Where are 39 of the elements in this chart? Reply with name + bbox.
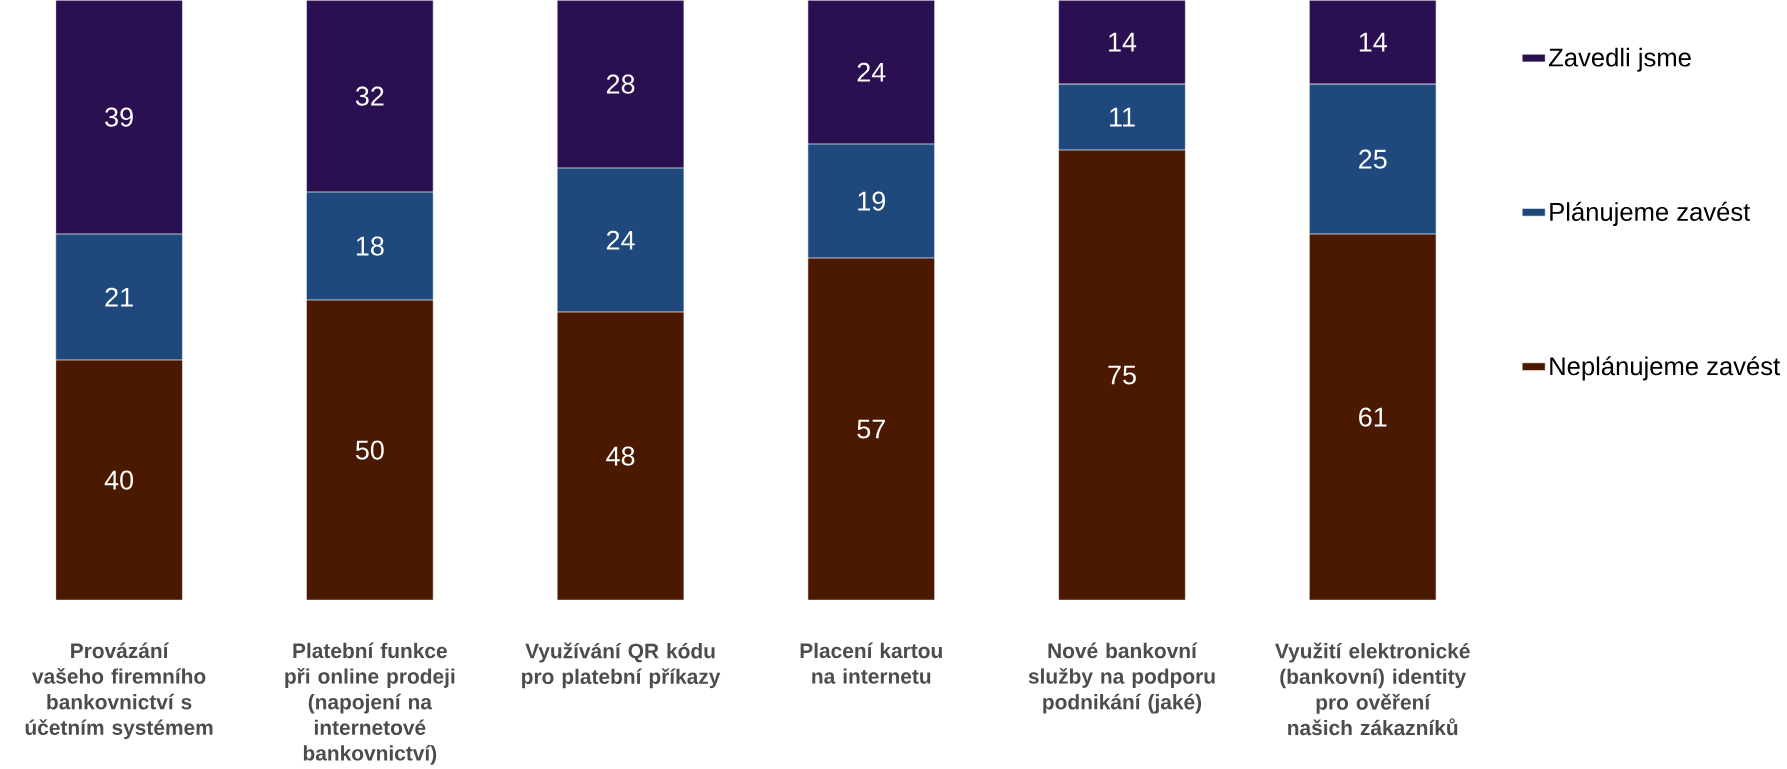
data-label: 14 [1109,32,1137,52]
data-label: 19 [858,191,886,211]
x-tick-label: Platební funkce při online prodeji (napojení na internetové bankovnictví) [285,642,455,765]
data-label: 48 [606,446,635,466]
data-label: 75 [1108,365,1136,385]
data-label: 18 [356,236,384,256]
bar [807,257,935,600]
bar [1309,233,1437,600]
legend-label: Zavedli jsme [1548,47,1691,72]
bar [55,0,183,235]
data-label: 57 [857,419,885,439]
x-tick-label: Využití elektronické (bankovní) identity pro ověření našich zákazníků [1275,642,1470,736]
data-label: 32 [355,86,384,106]
data-label: 50 [355,440,384,460]
bar [556,311,685,600]
data-label: 11 [1110,107,1135,127]
data-label: 28 [606,74,635,94]
bar [306,0,434,193]
bar [306,299,434,600]
bar [1309,0,1437,85]
data-label: 14 [1359,32,1387,52]
data-label: 39 [105,107,133,127]
legend-label: Neplánujeme zavést [1550,356,1781,381]
bar [55,359,183,600]
bar [807,0,935,145]
x-tick-label: Provázání vašeho firemního bankovnictví s účetním systémem [25,642,213,740]
data-label: 40 [104,470,134,490]
x-tick-label: Nové bankovní služby na podporu podnikání (jaké) [1028,642,1215,714]
data-label: 21 [105,287,133,307]
data-label: 25 [1359,149,1387,169]
data-label: 24 [857,62,886,82]
data-label: 61 [1359,407,1387,427]
x-tick-label: Využívání QR kódu pro platební příkazy [522,642,721,689]
bar [556,0,685,169]
bar [1058,149,1186,600]
data-label: 24 [606,230,635,250]
x-tick-label: Placení kartou na internetu [800,642,942,684]
bar [1058,0,1186,85]
legend-label: Plánujeme zavést [1550,201,1751,226]
